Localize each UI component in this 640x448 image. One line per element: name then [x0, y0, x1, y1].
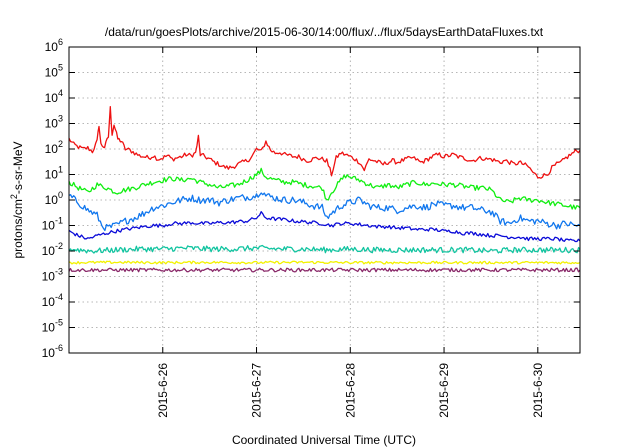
y-tick-label: 10-4 [42, 292, 63, 309]
x-tick-label: 2015-6-29 [437, 363, 451, 418]
y-tick-label: 10-6 [42, 343, 63, 360]
y-tick-label: 106 [45, 37, 63, 54]
series-line [68, 260, 581, 265]
y-tick-label: 105 [45, 63, 63, 80]
x-tick-label: 2015-6-26 [156, 363, 170, 418]
y-tick-label: 10-2 [42, 241, 63, 258]
y-tick-label: 102 [45, 139, 63, 156]
y-tick-label: 100 [45, 190, 63, 207]
y-tick-label: 101 [45, 165, 63, 182]
grid [69, 47, 580, 353]
y-axis-label: protons/cm2-s-sr-MeV [9, 141, 25, 258]
series-line [68, 267, 581, 273]
series-line [68, 192, 581, 232]
x-axis-label: Coordinated Universal Time (UTC) [232, 433, 416, 447]
series-line [68, 211, 581, 243]
series-line [68, 244, 581, 254]
x-tick-label: 2015-6-28 [343, 363, 357, 418]
y-tick-label: 103 [45, 114, 63, 131]
y-tick-label: 10-3 [42, 267, 63, 284]
series-line [68, 106, 581, 179]
x-tick-label: 2015-6-27 [250, 363, 264, 418]
chart-title: /data/run/goesPlots/archive/2015-06-30/1… [105, 25, 544, 39]
x-tick-label: 2015-6-30 [531, 363, 545, 418]
y-tick-label: 104 [45, 88, 63, 105]
y-tick-label: 10-5 [42, 318, 63, 335]
series-line [68, 167, 581, 210]
axis-ticks: 10-6 10-5 10-4 10-3 10-2 10-1 100 101 102 103 104 1… [42, 37, 580, 418]
y-tick-label: 10-1 [42, 216, 63, 233]
series-group [68, 106, 581, 273]
